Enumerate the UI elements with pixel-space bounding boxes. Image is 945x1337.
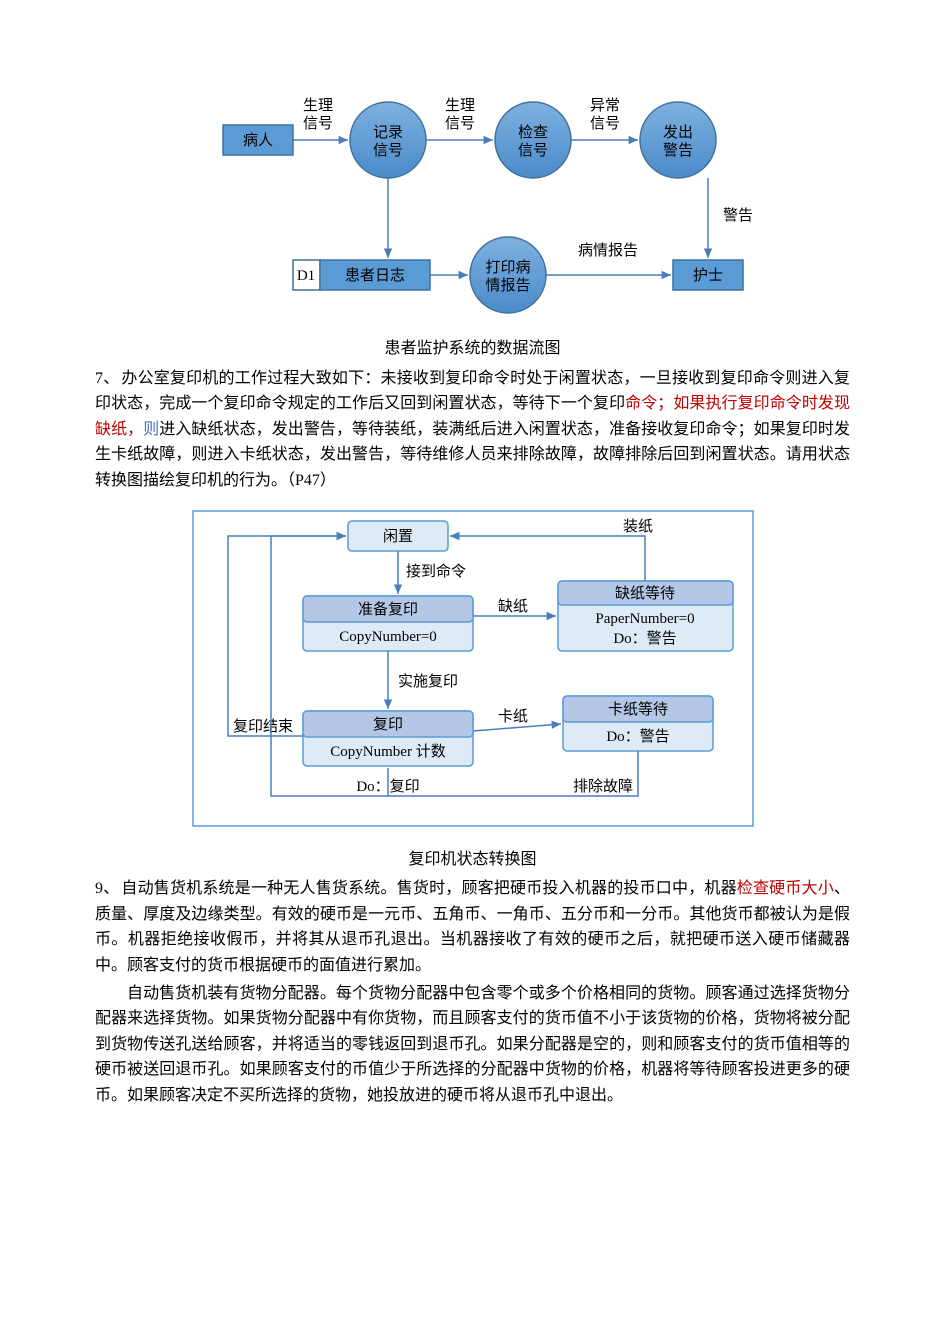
state-lack-b1: PaperNumber=0	[595, 611, 694, 627]
trans-lack: 缺纸	[497, 598, 527, 615]
datastore-label: 患者日志	[344, 267, 404, 284]
process-record: 记录	[372, 124, 402, 141]
state-idle: 闲置	[382, 528, 412, 545]
dfd-caption: 患者监护系统的数据流图	[95, 336, 850, 362]
state-prep-title: 准备复印	[357, 600, 417, 618]
trans-fix: 排除故障	[573, 777, 633, 795]
state-lack-b2: Do：警告	[613, 630, 676, 647]
state-copy-title: 复印	[372, 715, 402, 733]
process-print: 打印病	[485, 259, 530, 276]
svg-text:信号: 信号	[517, 142, 547, 159]
flow-label: 生理	[302, 97, 332, 114]
datastore-id: D1	[296, 268, 314, 284]
flow-label: 生理	[444, 97, 474, 114]
entity-patient: 病人	[242, 132, 272, 149]
dfd-diagram: 生理 信号 生理 信号 异常 信号 警告 病情报告 病人 记录 信号 检查 信号…	[163, 40, 783, 330]
trans-exec: 实施复印	[398, 672, 458, 690]
q7-text: 7、办公室复印机的工作过程大致如下：未接收到复印命令时处于闲置状态，一旦接收到复…	[95, 366, 850, 494]
flow-label: 警告	[723, 207, 753, 224]
state-lack-title: 缺纸等待	[614, 584, 674, 602]
flow-label: 信号	[589, 115, 619, 132]
q9-p2: 自动售货机装有货物分配器。每个货物分配器中包含零个或多个价格相同的货物。顾客通过…	[95, 981, 850, 1109]
process-warn: 发出	[662, 124, 692, 141]
state-jam-body: Do：警告	[606, 728, 669, 745]
state-diagram: 闲置 准备复印 CopyNumber=0 缺纸等待 PaperNumber=0 …	[173, 496, 773, 841]
state-caption: 复印机状态转换图	[95, 847, 850, 873]
svg-text:警告: 警告	[662, 142, 692, 159]
trans-jam: 卡纸	[497, 708, 527, 725]
flow-label: 病情报告	[577, 242, 637, 259]
state-copy-body: CopyNumber 计数	[330, 743, 445, 760]
svg-text:情报告: 情报告	[485, 277, 530, 294]
trans-done: 复印结束	[233, 717, 293, 735]
svg-text:信号: 信号	[372, 142, 402, 159]
flow-label: 异常	[589, 97, 619, 114]
process-check: 检查	[517, 124, 547, 141]
state-jam-title: 卡纸等待	[607, 700, 667, 718]
entity-nurse: 护士	[692, 267, 722, 284]
trans-docopy: Do：复印	[356, 777, 419, 795]
flow-label: 信号	[302, 115, 332, 132]
state-prep-body: CopyNumber=0	[339, 629, 437, 645]
trans-recv: 接到命令	[406, 562, 466, 580]
flow-label: 信号	[444, 115, 474, 132]
trans-load: 装纸	[623, 518, 653, 535]
q9-p1: 9、自动售货机系统是一种无人售货系统。售货时，顾客把硬币投入机器的投币口中，机器…	[95, 876, 850, 978]
